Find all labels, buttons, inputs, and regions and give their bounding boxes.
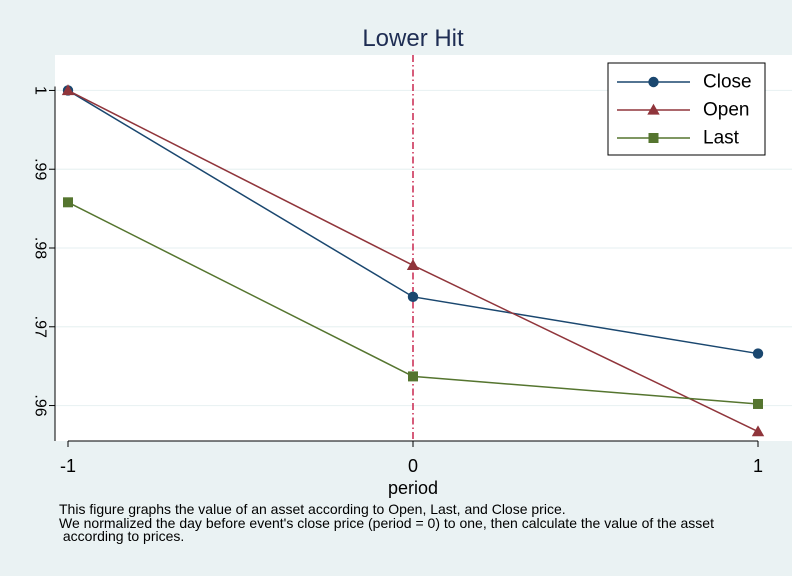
legend-label-last: Last [703,128,740,149]
data-point-open-0 [61,84,75,96]
y-tick-label-3: .97 [32,316,49,338]
y-tick-label-4: .96 [32,394,49,416]
data-point-open-2 [751,425,765,437]
caption-line-1: This figure graphs the value of an asset… [59,501,566,517]
axes: 1 .99 .98 .97 .96 -1 0 1 [32,86,764,476]
x-axis-label: period [388,478,438,498]
y-tick-label-2: .98 [32,237,49,259]
x-tick-label-1: 0 [408,456,418,476]
legend: Close Open Last [607,62,766,156]
chart-title: Lower Hit [362,25,464,52]
legend-marker-last [648,133,659,143]
y-tick-label-0: 1 [32,86,49,95]
data-point-last-0 [63,197,73,208]
legend-marker-open [647,103,660,115]
data-point-last-1 [408,371,418,382]
legend-marker-close [648,76,659,88]
x-tick-label-2: 1 [753,456,763,476]
legend-label-close: Close [703,72,752,93]
legend-box [607,62,766,156]
data-point-last-2 [753,398,763,409]
figure-caption: This figure graphs the value of an asset… [59,501,714,544]
y-tick-label-1: .99 [32,158,49,180]
data-point-open-1 [406,259,420,270]
x-tick-label-0: -1 [60,456,76,476]
caption-line-2: We normalized the day before event's clo… [59,514,714,531]
data-point-close-2 [752,348,764,359]
caption-line-3: according to prices. [59,528,185,544]
legend-label-open: Open [703,100,749,121]
series-layer [61,84,765,437]
data-point-close-1 [407,291,419,303]
